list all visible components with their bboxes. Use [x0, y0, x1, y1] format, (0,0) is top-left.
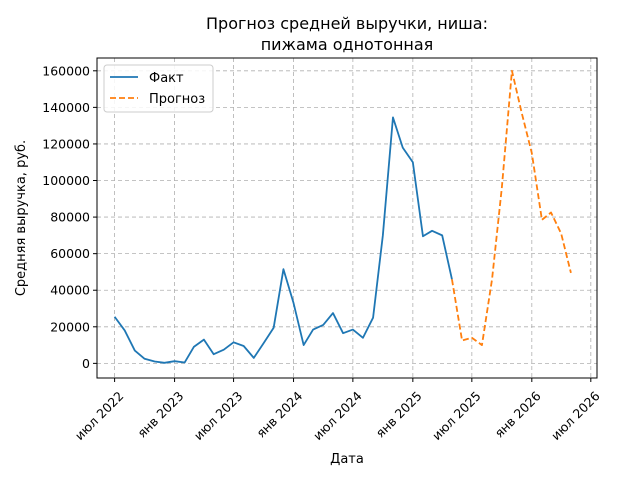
series-line-forecast [451, 69, 572, 346]
y-tick-label: 100000 [42, 173, 90, 188]
y-tick-label: 20000 [50, 319, 90, 334]
x-tick-label: янв 2025 [373, 388, 425, 440]
y-axis-label: Средняя выручка, руб. [14, 140, 29, 296]
series-line-fact [113, 116, 453, 364]
chart-title-line-2: пижама однотонная [261, 35, 434, 54]
grid-lines [97, 58, 597, 378]
series-lines [113, 69, 572, 364]
x-tick-label: июл 2026 [548, 388, 603, 443]
legend-label-forecast: Прогноз [149, 92, 205, 107]
y-tick-label: 160000 [42, 63, 90, 78]
x-tick-label: июл 2022 [72, 388, 127, 443]
chart-title-line-1: Прогноз средней выручки, ниша: [206, 14, 488, 33]
y-axis-ticks: 0 20000 40000 60000 80000 100000 120000 140000 1… [42, 63, 97, 371]
y-tick-label: 140000 [42, 100, 90, 115]
x-axis-ticks: июл 2022 янв 2023 июл 2023 янв 2024 июл 2024… [72, 378, 603, 443]
y-tick-label: 60000 [50, 246, 90, 261]
x-tick-label: июл 2024 [310, 388, 365, 443]
x-tick-label: янв 2024 [253, 388, 305, 440]
y-tick-label: 120000 [42, 136, 90, 151]
x-tick-label: янв 2023 [134, 388, 186, 440]
y-tick-label: 80000 [50, 210, 90, 225]
x-axis-label: Дата [330, 452, 364, 467]
legend-label-fact: Факт [149, 71, 184, 86]
y-tick-label: 40000 [50, 283, 90, 298]
x-tick-label: июл 2023 [191, 388, 246, 443]
y-tick-label: 0 [82, 356, 90, 371]
x-tick-label: янв 2026 [491, 388, 543, 440]
legend: Факт Прогноз [103, 64, 214, 113]
plot-frame [96, 57, 598, 379]
x-tick-label: июл 2025 [429, 388, 484, 443]
